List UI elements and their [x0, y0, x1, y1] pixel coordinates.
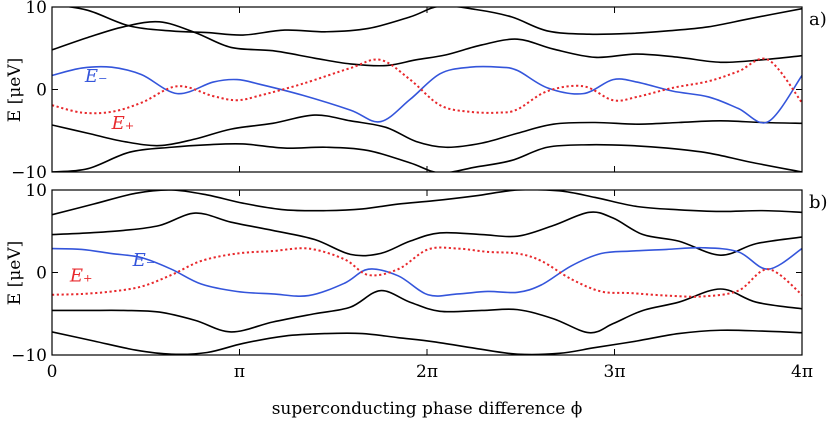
panel-a-ylabel: E [μeV]	[5, 58, 25, 122]
panel-a-series-1	[52, 20, 802, 67]
panel-b-ytick-label-2: −10	[11, 346, 47, 366]
panel-a-series-4	[52, 65, 802, 124]
panel-b-ytick-label-1: 0	[36, 264, 47, 284]
panel-b-series-3	[52, 329, 802, 355]
x-tick-label-3: 3π	[604, 362, 626, 382]
x-tick-label-4: 4π	[791, 362, 813, 382]
panel-a-ytick-label-1: 0	[36, 81, 47, 101]
panel-a-annotation-0: E₋	[84, 66, 108, 87]
panel-b-annotations: E₋ E₊	[69, 250, 155, 287]
panel-b-annotation-1: E₊	[69, 266, 93, 287]
panel-b-series-4	[52, 246, 802, 297]
panel-b-series-5	[52, 246, 802, 298]
panel-b-series-1	[52, 211, 802, 257]
panel-a: 10 0 −10 a) E [μeV] E₋ E₊	[5, 0, 827, 183]
panel-a-series	[52, 7, 802, 172]
x-axis-label: superconducting phase difference ϕ	[272, 399, 583, 419]
x-tick-label-1: π	[234, 362, 245, 382]
panel-b: 10 0 −10 b) E [μeV] E₋ E₊	[5, 181, 828, 366]
panel-a-series-0	[65, 7, 802, 36]
panel-b-label: b)	[809, 192, 828, 213]
panel-a-ytick-label-0: 10	[25, 0, 47, 18]
panel-b-series-2	[52, 288, 802, 334]
panel-b-ylabel: E [μeV]	[5, 241, 25, 305]
panel-b-annotation-0: E₋	[132, 250, 156, 271]
panel-b-ticks: 10 0 −10	[11, 181, 803, 366]
panel-b-series	[52, 190, 802, 355]
panel-b-ytick-label-0: 10	[25, 181, 47, 201]
panel-b-frame	[51, 189, 803, 356]
x-tick-label-2: 2π	[416, 362, 438, 382]
x-tick-label-0: 0	[47, 362, 58, 382]
panel-a-annotations: E₋ E₊	[84, 66, 134, 134]
panel-a-series-2	[52, 114, 802, 149]
panel-a-ticks: 10 0 −10	[11, 0, 803, 183]
panel-a-series-3	[52, 142, 802, 172]
panel-a-annotation-1: E₊	[111, 113, 135, 134]
x-tick-labels: 0 π 2π 3π 4π	[47, 362, 813, 382]
panel-a-ytick-label-2: −10	[11, 163, 47, 183]
panel-a-series-5	[52, 57, 802, 115]
panel-a-label: a)	[809, 9, 827, 30]
